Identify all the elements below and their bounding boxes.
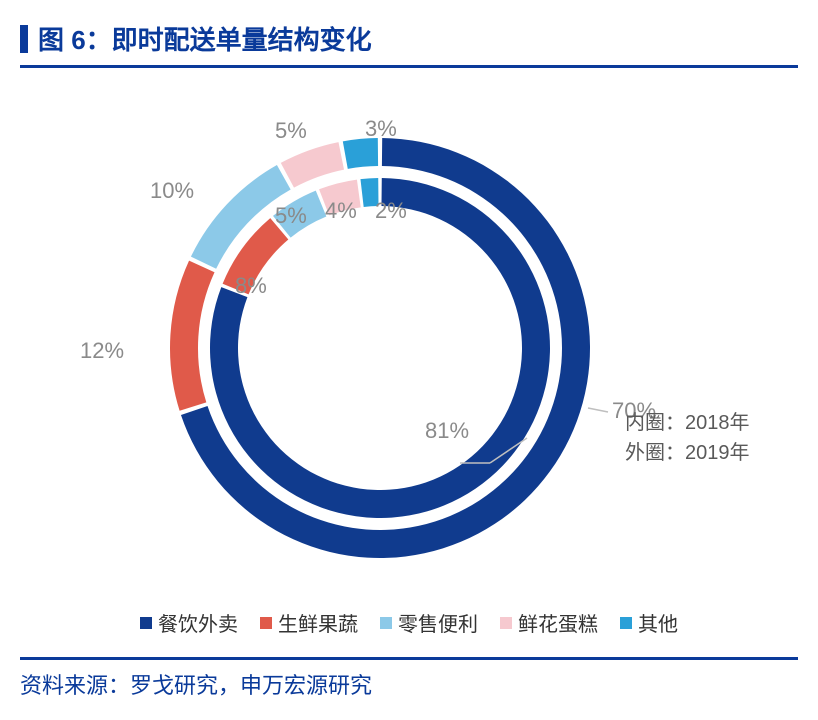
legend-marker	[140, 617, 152, 629]
title-accent-bar	[20, 25, 28, 53]
donut-chart: 70%12%10%5%3%81%8%5%4%2% 内圈：2018年 外圈：201…	[20, 68, 798, 598]
legend-label: 其他	[638, 608, 678, 637]
legend-item: 其他	[620, 608, 678, 637]
legend-item: 餐饮外卖	[140, 608, 238, 637]
legend: 餐饮外卖 生鲜果蔬 零售便利 鲜花蛋糕 其他	[20, 598, 798, 657]
note-inner: 内圈：2018年	[625, 408, 750, 438]
legend-item: 生鲜果蔬	[260, 608, 358, 637]
legend-label: 生鲜果蔬	[278, 608, 358, 637]
donut-slice	[343, 138, 378, 169]
pct-label: 2%	[375, 198, 407, 224]
pct-label: 5%	[275, 203, 307, 229]
source-text: 资料来源：罗戈研究，申万宏源研究	[20, 668, 798, 700]
footer-divider	[20, 657, 798, 660]
legend-marker	[380, 617, 392, 629]
figure-title: 图 6：即时配送单量结构变化	[38, 20, 372, 57]
note-outer: 外圈：2019年	[625, 438, 750, 468]
legend-label: 零售便利	[398, 608, 478, 637]
legend-label: 鲜花蛋糕	[518, 608, 598, 637]
legend-marker	[260, 617, 272, 629]
pct-label: 10%	[150, 178, 194, 204]
legend-marker	[620, 617, 632, 629]
ring-year-note: 内圈：2018年 外圈：2019年	[625, 408, 750, 468]
donut-slice	[170, 261, 215, 411]
donut-svg	[20, 68, 798, 598]
pct-label: 5%	[275, 118, 307, 144]
title-row: 图 6：即时配送单量结构变化	[20, 20, 798, 68]
legend-label: 餐饮外卖	[158, 608, 238, 637]
donut-slice	[281, 142, 344, 187]
leader-line	[588, 408, 608, 412]
pct-label: 12%	[80, 338, 124, 364]
pct-label: 81%	[425, 418, 469, 444]
pct-label: 4%	[325, 198, 357, 224]
legend-item: 鲜花蛋糕	[500, 608, 598, 637]
pct-label: 3%	[365, 116, 397, 142]
pct-label: 8%	[235, 273, 267, 299]
legend-item: 零售便利	[380, 608, 478, 637]
figure-container: 图 6：即时配送单量结构变化 70%12%10%5%3%81%8%5%4%2% …	[0, 0, 818, 720]
legend-marker	[500, 617, 512, 629]
